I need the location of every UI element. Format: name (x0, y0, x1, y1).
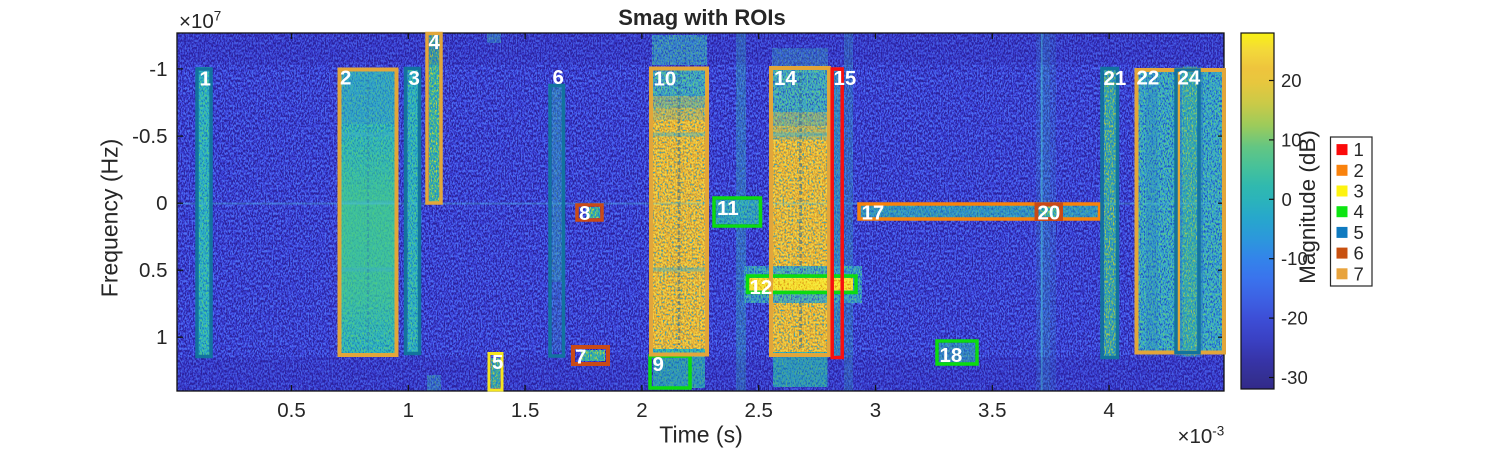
svg-text:8: 8 (579, 202, 590, 225)
svg-text:7: 7 (1354, 263, 1364, 284)
svg-text:7: 7 (575, 346, 586, 369)
svg-text:3: 3 (409, 67, 420, 90)
svg-text:11: 11 (717, 197, 739, 220)
svg-text:21: 21 (1104, 67, 1127, 90)
svg-text:10: 10 (654, 68, 677, 91)
svg-text:20: 20 (1038, 202, 1061, 225)
svg-text:Magnitude (dB): Magnitude (dB) (1295, 130, 1320, 284)
svg-text:×107: ×107 (179, 9, 221, 34)
svg-text:2.5: 2.5 (744, 399, 773, 422)
svg-text:3: 3 (870, 399, 881, 422)
svg-text:15: 15 (834, 67, 857, 90)
svg-text:Smag with ROIs: Smag with ROIs (618, 5, 785, 30)
svg-text:12: 12 (750, 276, 773, 299)
svg-text:10: 10 (1281, 129, 1302, 150)
svg-text:17: 17 (862, 202, 885, 225)
svg-text:2: 2 (340, 67, 351, 90)
svg-text:24: 24 (1178, 67, 1201, 90)
svg-text:4: 4 (1103, 399, 1114, 422)
svg-text:18: 18 (940, 344, 963, 367)
svg-text:-10: -10 (1281, 248, 1308, 269)
svg-text:Frequency (Hz): Frequency (Hz) (97, 139, 123, 297)
svg-text:1: 1 (403, 399, 414, 422)
svg-text:6: 6 (1354, 243, 1364, 264)
svg-text:9: 9 (653, 353, 664, 376)
svg-text:20: 20 (1281, 70, 1302, 91)
svg-text:Time (s): Time (s) (659, 422, 742, 448)
svg-text:4: 4 (1354, 201, 1364, 222)
svg-text:4: 4 (429, 31, 441, 54)
svg-text:0: 0 (156, 192, 167, 215)
svg-text:3.5: 3.5 (978, 399, 1007, 422)
svg-text:22: 22 (1137, 67, 1160, 90)
svg-text:0.5: 0.5 (277, 399, 306, 422)
svg-text:-30: -30 (1281, 367, 1308, 388)
svg-text:14: 14 (774, 67, 797, 90)
svg-text:2: 2 (1354, 160, 1364, 181)
svg-text:0: 0 (1282, 189, 1292, 210)
svg-text:5: 5 (492, 351, 503, 374)
svg-text:1: 1 (156, 326, 167, 349)
svg-text:2: 2 (636, 399, 647, 422)
svg-text:-0.5: -0.5 (132, 125, 167, 148)
svg-text:1.5: 1.5 (511, 399, 540, 422)
svg-text:6: 6 (553, 66, 564, 89)
svg-text:1: 1 (1354, 139, 1364, 160)
svg-text:-1: -1 (149, 58, 167, 81)
svg-text:1: 1 (200, 68, 211, 91)
svg-text:-20: -20 (1281, 308, 1308, 329)
svg-text:×10-3: ×10-3 (1178, 424, 1225, 449)
svg-text:5: 5 (1354, 222, 1364, 243)
svg-text:0.5: 0.5 (139, 259, 168, 282)
svg-text:3: 3 (1354, 181, 1364, 202)
